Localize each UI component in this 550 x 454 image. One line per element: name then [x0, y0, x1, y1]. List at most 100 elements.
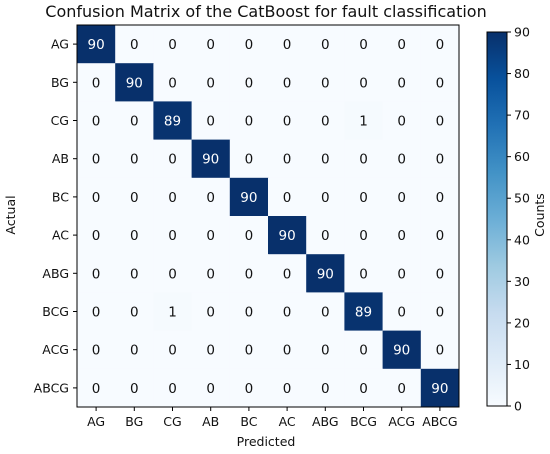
cell-value-label: 0 — [130, 343, 139, 359]
heatmap-cell — [268, 177, 307, 217]
colorbar-tick-label: 70 — [514, 108, 530, 123]
cell-value-label: 0 — [283, 152, 292, 168]
cell-value-label: 0 — [92, 381, 101, 397]
x-axis-label: Predicted — [237, 434, 296, 449]
y-tick-label: AC — [52, 228, 69, 243]
heatmap-cell — [191, 292, 231, 332]
cell-value-label: 90 — [317, 266, 334, 282]
cell-value-label: 0 — [206, 37, 215, 53]
cell-value-label: 0 — [245, 305, 254, 321]
cell-value-label: 0 — [130, 37, 139, 53]
heatmap-cell — [229, 63, 269, 102]
cell-value-label: 0 — [206, 381, 215, 397]
heatmap-cell — [115, 63, 154, 102]
heatmap-cell — [115, 292, 154, 332]
heatmap-cell — [420, 368, 460, 408]
cell-value-label: 0 — [206, 305, 215, 321]
heatmap-cell — [344, 177, 384, 217]
heatmap-cell — [115, 101, 154, 141]
heatmap-cell — [153, 216, 193, 255]
cell-value-label: 1 — [359, 114, 368, 130]
heatmap-cell — [306, 254, 345, 293]
cell-value-label: 0 — [436, 152, 445, 168]
colorbar-tick-label: 80 — [514, 66, 530, 81]
x-tick-label: BC — [240, 414, 257, 429]
cell-value-label: 0 — [206, 114, 215, 130]
heatmap-cell — [268, 216, 307, 255]
cell-value-label: 90 — [431, 381, 448, 397]
colorbar-gradient — [486, 31, 508, 407]
heatmap-cell — [420, 177, 460, 217]
y-tick-label: ABG — [42, 266, 69, 281]
heatmap-cell — [306, 368, 345, 408]
cell-value-label: 0 — [92, 75, 101, 91]
heatmap-cell — [344, 254, 384, 293]
heatmap-cell — [191, 63, 231, 102]
cell-value-label: 0 — [321, 343, 330, 359]
plot-frame — [76, 24, 460, 408]
heatmap-cell — [268, 368, 307, 408]
cell-value-label: 0 — [283, 381, 292, 397]
cell-value-label: 90 — [202, 152, 219, 168]
y-tick-label: BCG — [42, 304, 69, 319]
heatmap-cell — [344, 292, 384, 332]
x-tick-label: ACG — [388, 414, 415, 429]
heatmap-cell — [115, 177, 154, 217]
cell-value-label: 0 — [436, 190, 445, 206]
cell-value-label: 0 — [206, 190, 215, 206]
cell-value-label: 0 — [359, 266, 368, 282]
y-tick-label: AG — [51, 37, 69, 52]
cell-value-label: 0 — [130, 381, 139, 397]
cell-value-label: 0 — [321, 228, 330, 244]
heatmap-cell — [306, 330, 345, 370]
cell-value-label: 0 — [359, 37, 368, 53]
heatmap-cell — [420, 139, 460, 179]
cell-value-label: 0 — [130, 190, 139, 206]
heatmap-cell — [344, 368, 384, 408]
cell-value-label: 90 — [126, 75, 143, 91]
cell-value-label: 0 — [397, 75, 406, 91]
heatmap-cell — [77, 25, 116, 64]
heatmap-cell — [115, 139, 154, 179]
cell-value-label: 0 — [397, 152, 406, 168]
heatmap-cell — [344, 63, 384, 102]
cell-value-label: 0 — [168, 75, 177, 91]
cell-value-label: 0 — [92, 114, 101, 130]
cell-value-label: 0 — [321, 37, 330, 53]
heatmap-cell — [306, 216, 345, 255]
heatmap-cell — [382, 177, 422, 217]
heatmap-cell — [420, 330, 460, 370]
cell-value-label: 90 — [88, 37, 105, 53]
heatmap-cell — [77, 139, 116, 179]
cell-value-label: 0 — [206, 266, 215, 282]
heatmap-cell — [382, 330, 422, 370]
heatmap-cell — [77, 292, 116, 332]
x-tick-label: ABG — [312, 414, 339, 429]
y-tick-label: ABCG — [34, 380, 69, 395]
heatmap-cell — [153, 330, 193, 370]
heatmap-cell — [153, 101, 193, 141]
heatmap-cell — [191, 216, 231, 255]
heatmap-cell — [382, 216, 422, 255]
cell-value-label: 0 — [321, 75, 330, 91]
heatmap-cell — [306, 63, 345, 102]
heatmap-cell — [420, 216, 460, 255]
y-tick-label: AB — [52, 151, 69, 166]
heatmap-cell — [191, 254, 231, 293]
heatmap-cell — [268, 63, 307, 102]
cell-value-label: 0 — [283, 114, 292, 130]
cell-value-label: 0 — [130, 266, 139, 282]
cell-value-label: 0 — [245, 152, 254, 168]
x-tick-label: AB — [202, 414, 219, 429]
heatmap-cell — [306, 25, 345, 64]
cell-value-label: 0 — [283, 75, 292, 91]
heatmap-cell — [153, 25, 193, 64]
cell-value-label: 0 — [359, 228, 368, 244]
cell-value-label: 89 — [164, 114, 181, 130]
heatmap-cell — [115, 254, 154, 293]
cell-value-label: 0 — [397, 190, 406, 206]
cell-value-label: 0 — [92, 152, 101, 168]
heatmap-cell — [153, 63, 193, 102]
heatmap-cell — [153, 368, 193, 408]
